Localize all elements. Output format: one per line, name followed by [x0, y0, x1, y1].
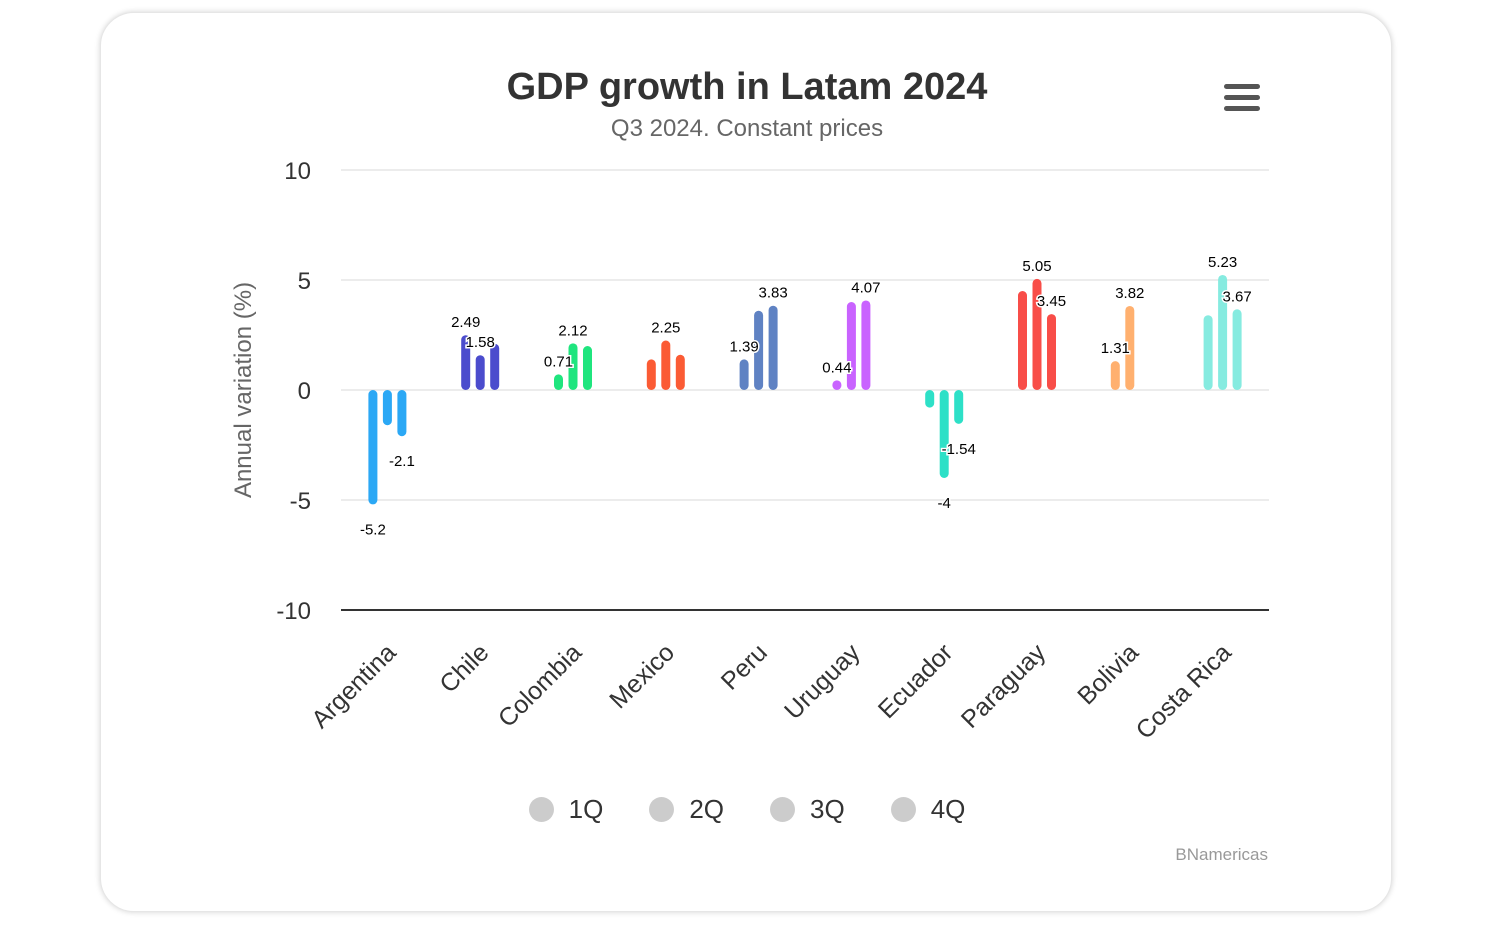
chart-title: GDP growth in Latam 2024: [507, 66, 988, 108]
legend-marker: [890, 797, 916, 822]
data-label: 3.82: [1115, 285, 1144, 302]
data-label: 1.31: [1101, 340, 1130, 357]
legend-item-3q[interactable]: 3Q: [770, 794, 845, 825]
bar-argentina-2q[interactable]: [382, 390, 392, 426]
bar-paraguay-1q[interactable]: [1018, 291, 1027, 390]
data-label: 1.58: [466, 334, 495, 351]
data-label: -4: [938, 495, 951, 512]
data-label: 3.67: [1222, 288, 1251, 305]
x-tick-label: Chile: [434, 638, 494, 698]
data-label: 0.44: [822, 359, 851, 376]
bar-paraguay-3q[interactable]: [1047, 314, 1056, 390]
bar-costa-rica-3q[interactable]: [1232, 309, 1242, 390]
bar-peru-1q[interactable]: [739, 359, 749, 390]
bar-mexico-3q[interactable]: [675, 354, 685, 390]
bar-paraguay-2q[interactable]: [1032, 278, 1042, 390]
data-label: -2.1: [389, 453, 415, 470]
legend-marker: [770, 797, 795, 822]
bar-costa-rica-1q[interactable]: [1203, 315, 1213, 390]
bar-argentina-3q[interactable]: [397, 390, 407, 437]
data-label: 0.71: [544, 353, 573, 370]
data-label: 5.23: [1208, 254, 1237, 271]
legend-label: 2Q: [689, 794, 724, 824]
x-tick-label: Uruguay: [779, 638, 866, 725]
x-tick-label: Paraguay: [956, 638, 1052, 734]
bar-ecuador-3q[interactable]: [954, 390, 964, 424]
data-label: 2.49: [451, 314, 480, 331]
bar-peru-2q[interactable]: [754, 310, 764, 390]
y-tick-label: 0: [298, 378, 311, 405]
data-label: -5.2: [360, 521, 386, 538]
legend-marker: [649, 797, 675, 822]
legend-item-1q[interactable]: 1Q: [528, 794, 604, 825]
legend-label: 4Q: [930, 794, 966, 824]
bar-uruguay-2q[interactable]: [846, 302, 856, 390]
bar-uruguay-1q[interactable]: [832, 380, 842, 390]
y-tick-label: 5: [298, 268, 311, 295]
bar-costa-rica-2q[interactable]: [1218, 274, 1228, 390]
bar-chile-2q[interactable]: [475, 355, 485, 390]
bar-argentina-1q[interactable]: [368, 390, 378, 505]
legend-item-4q[interactable]: 4Q: [890, 794, 966, 825]
hamburger-menu-icon[interactable]: [1224, 84, 1260, 114]
data-label: 2.12: [558, 322, 587, 339]
y-axis-title: Annual variation (%): [230, 282, 257, 498]
bar-colombia-2q[interactable]: [568, 343, 578, 390]
data-label: 4.07: [851, 279, 880, 296]
legend-marker: [528, 797, 554, 822]
data-label: 1.39: [729, 338, 758, 355]
legend-item-2q[interactable]: 2Q: [649, 794, 724, 825]
bar-peru-3q[interactable]: [768, 305, 778, 390]
data-label: 3.83: [758, 285, 787, 302]
data-label: -1.54: [942, 441, 976, 458]
bar-mexico-2q[interactable]: [661, 340, 671, 391]
legend-label: 3Q: [810, 794, 845, 824]
bar-bolivia-2q[interactable]: [1125, 305, 1135, 390]
bar-colombia-1q[interactable]: [554, 374, 563, 390]
bar-bolivia-1q[interactable]: [1110, 361, 1120, 390]
y-tick-label: -5: [290, 488, 311, 515]
data-label: 3.45: [1037, 293, 1066, 310]
bar-mexico-1q[interactable]: [646, 359, 656, 390]
x-tick-label: Ecuador: [873, 638, 959, 724]
y-tick-label: 10: [284, 158, 311, 185]
bar-ecuador-2q[interactable]: [939, 390, 949, 478]
chart-card: [100, 12, 1392, 912]
data-label: 2.25: [651, 320, 680, 337]
legend-label: 1Q: [568, 794, 604, 824]
bar-uruguay-3q[interactable]: [861, 300, 871, 390]
x-tick-label: Colombia: [493, 638, 588, 733]
bar-chile-3q[interactable]: [490, 343, 500, 390]
x-tick-label: Costa Rica: [1131, 638, 1237, 744]
chart-subtitle: Q3 2024. Constant prices: [611, 115, 883, 142]
x-tick-label: Argentina: [306, 638, 402, 734]
x-tick-label: Peru: [716, 638, 773, 695]
bar-colombia-3q[interactable]: [583, 346, 592, 390]
bar-chile-1q[interactable]: [461, 335, 471, 390]
x-tick-label: Mexico: [604, 638, 680, 714]
y-tick-label: -10: [276, 598, 311, 625]
legend: 1Q 2Q 3Q 4Q: [0, 794, 1494, 825]
credits-link[interactable]: BNamericas: [1175, 845, 1268, 864]
x-tick-label: Bolivia: [1072, 638, 1144, 710]
bar-ecuador-1q[interactable]: [925, 390, 935, 408]
data-label: 5.05: [1022, 258, 1051, 275]
